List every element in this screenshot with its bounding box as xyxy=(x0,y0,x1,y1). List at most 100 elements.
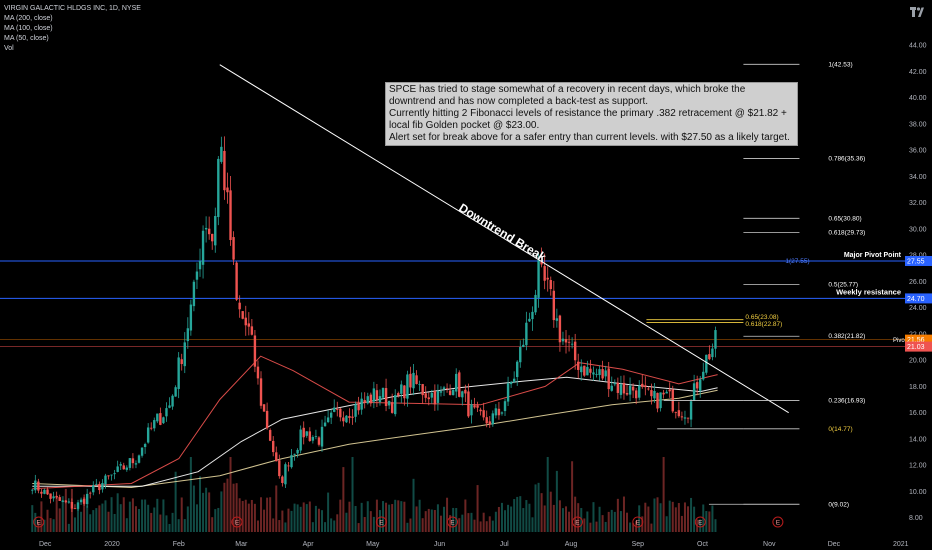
candle-body xyxy=(491,413,495,425)
y-tick-label: 16.00 xyxy=(909,410,927,417)
candle-body xyxy=(232,237,235,260)
candle-body xyxy=(262,404,266,412)
earnings-marker-icon[interactable] xyxy=(571,516,583,528)
fib-level-label: 0.786(35.36) xyxy=(828,155,865,162)
candle-body xyxy=(656,392,659,409)
volume-bar xyxy=(98,505,101,532)
candle-body xyxy=(580,366,583,373)
earnings-marker-icon[interactable] xyxy=(375,516,387,528)
annotation-note[interactable]: SPCE has tried to stage somewhat of a re… xyxy=(385,82,798,146)
volume-bar xyxy=(629,522,632,532)
candle-body xyxy=(403,385,406,399)
volume-bar xyxy=(354,506,357,532)
volume-bar xyxy=(40,501,43,532)
candle-body xyxy=(55,495,58,498)
volume-bar xyxy=(73,517,76,532)
candle-body xyxy=(189,304,193,331)
y-tick-label: 14.00 xyxy=(909,436,927,443)
candle-body xyxy=(378,396,382,403)
volume-bar xyxy=(272,518,275,532)
x-tick-label: May xyxy=(366,541,380,548)
candle-body xyxy=(534,294,537,313)
indicator-vol[interactable]: Vol xyxy=(4,45,14,52)
volume-bar xyxy=(507,504,510,532)
candle-body xyxy=(73,508,77,510)
volume-bar xyxy=(229,457,232,532)
candle-body xyxy=(436,390,440,403)
candle-body xyxy=(638,385,641,398)
y-tick-label: 34.00 xyxy=(909,174,927,181)
volume-bar xyxy=(571,461,574,532)
candle-body xyxy=(238,302,241,310)
candle-body xyxy=(662,392,665,395)
fib-level-label: 0.65(30.80) xyxy=(828,215,861,222)
earnings-marker-label: E xyxy=(37,520,42,527)
y-tick-label: 12.00 xyxy=(909,463,927,470)
x-tick-label: Nov xyxy=(763,541,776,548)
candle-body xyxy=(445,388,449,390)
volume-bar xyxy=(287,508,290,532)
volume-bar xyxy=(324,522,327,532)
candle-body xyxy=(607,368,610,390)
indicator-ma200[interactable]: MA (200, close) xyxy=(4,15,53,22)
candle-body xyxy=(140,447,144,456)
volume-bar xyxy=(382,501,385,532)
volume-bar xyxy=(199,476,202,532)
candle-body xyxy=(342,417,345,422)
volume-bar xyxy=(244,499,247,532)
earnings-marker-icon[interactable] xyxy=(632,516,644,528)
earnings-marker-label: E xyxy=(575,520,580,527)
volume-bar xyxy=(296,504,299,532)
volume-bar xyxy=(665,516,668,532)
volume-bar xyxy=(351,457,354,532)
volume-bar xyxy=(519,496,522,532)
candle-body xyxy=(128,458,132,468)
candle-body xyxy=(150,427,153,429)
y-tick-label: 38.00 xyxy=(909,121,927,128)
candle-body xyxy=(415,375,418,385)
indicator-ma100[interactable]: MA (100, close) xyxy=(4,25,53,32)
candle-body xyxy=(546,277,549,280)
candle-body xyxy=(259,378,263,406)
earnings-marker-icon[interactable] xyxy=(231,516,243,528)
candle-body xyxy=(686,417,690,419)
fib-level-label: 0.618(29.73) xyxy=(828,229,865,236)
volume-bar xyxy=(110,497,113,532)
volume-bar xyxy=(34,512,37,532)
candle-body xyxy=(43,489,46,494)
candle-body xyxy=(427,397,430,400)
candle-body xyxy=(458,372,461,397)
volume-bar xyxy=(177,519,180,532)
earnings-marker-icon[interactable] xyxy=(33,516,45,528)
volume-bar xyxy=(504,510,507,532)
downtrend-line[interactable] xyxy=(219,64,789,414)
earnings-marker-icon[interactable] xyxy=(446,516,458,528)
candle-body xyxy=(397,393,400,396)
volume-bar xyxy=(150,512,153,532)
volume-bar xyxy=(534,484,537,532)
volume-bar xyxy=(711,505,714,532)
indicator-ma50[interactable]: MA (50, close) xyxy=(4,35,49,42)
candle-body xyxy=(564,339,568,343)
earnings-marker-label: E xyxy=(235,520,240,527)
fib-level-label: 0(14.77) xyxy=(828,426,852,433)
volume-bar xyxy=(52,519,55,532)
volume-bar xyxy=(308,501,311,532)
volume-bar xyxy=(494,511,497,532)
earnings-marker-icon[interactable] xyxy=(694,516,706,528)
candle-body xyxy=(272,440,275,453)
fib-level-label: 0.236(16.93) xyxy=(828,397,865,404)
candle-body xyxy=(290,455,293,468)
volume-bar xyxy=(683,502,686,532)
earnings-marker-icon[interactable] xyxy=(772,516,784,528)
volume-bar xyxy=(403,501,406,532)
candle-body xyxy=(543,266,546,281)
candle-body xyxy=(464,389,467,394)
volume-bar xyxy=(226,478,229,532)
candle-body xyxy=(592,372,595,375)
volume-bar xyxy=(55,497,58,532)
price-badge xyxy=(905,341,932,352)
volume-bar xyxy=(253,503,256,532)
y-tick-label: 36.00 xyxy=(909,148,927,155)
